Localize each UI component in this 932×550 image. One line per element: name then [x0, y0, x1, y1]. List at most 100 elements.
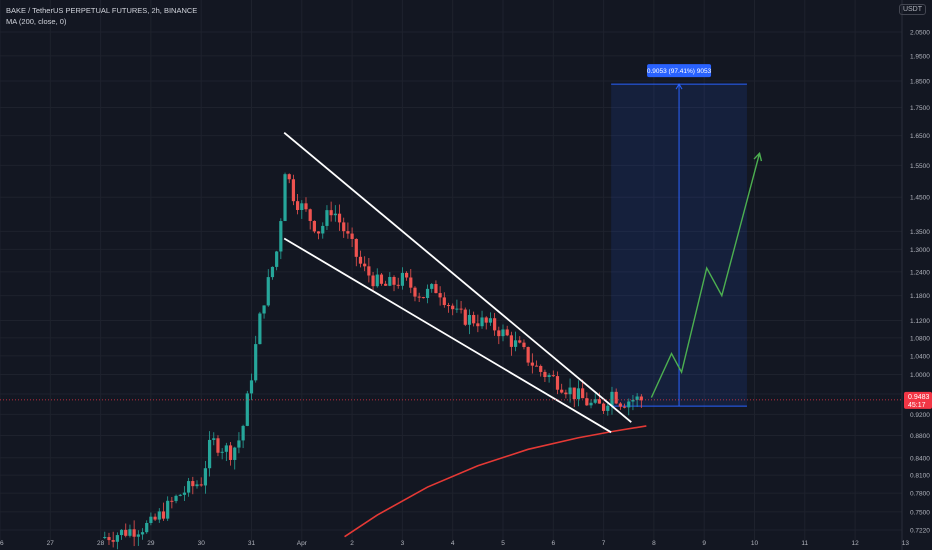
- date-tick-label: 12: [851, 540, 859, 547]
- date-tick-label: 8: [652, 540, 656, 547]
- candle: [367, 257, 371, 283]
- candle: [149, 512, 153, 526]
- falling-wedge-drawing[interactable]: [283, 132, 632, 434]
- date-tick-label: 26: [0, 540, 4, 547]
- candle: [358, 250, 363, 268]
- price-tick-label: 1.3500: [910, 229, 930, 236]
- candle: [124, 523, 128, 538]
- price-tick-label: 1.5500: [910, 163, 930, 170]
- candle: [388, 272, 392, 287]
- candle: [333, 205, 337, 222]
- candle: [543, 369, 547, 383]
- price-tick-label: 2.0500: [910, 30, 930, 37]
- candle: [509, 331, 513, 356]
- candle: [379, 272, 384, 286]
- projection-arrow-head: [753, 151, 763, 162]
- price-tick-label: 1.0400: [910, 353, 930, 360]
- candle: [375, 268, 379, 288]
- currency-badge[interactable]: USDT: [898, 4, 926, 15]
- candle: [614, 388, 618, 405]
- date-tick-label: 11: [801, 540, 808, 547]
- candle: [119, 529, 124, 540]
- candle: [413, 286, 417, 302]
- candle: [312, 220, 316, 234]
- candle: [325, 205, 329, 230]
- candle: [610, 386, 614, 415]
- candle: [446, 302, 451, 313]
- candle: [606, 403, 610, 416]
- candle: [233, 446, 237, 470]
- candle: [216, 435, 220, 457]
- candle: [484, 316, 488, 330]
- candle: [539, 364, 543, 377]
- price-tick-label: 0.8800: [910, 433, 930, 440]
- candle: [534, 360, 539, 367]
- candle: [384, 280, 388, 286]
- time-axis[interactable]: 26 27 28 29 30 31 Apr 2 3 4 5 6 7 8 9 10 11 12 13: [0, 540, 909, 547]
- candle: [622, 403, 627, 409]
- candle: [241, 424, 245, 449]
- wedge-upper-line[interactable]: [283, 132, 632, 423]
- candle: [275, 250, 279, 271]
- indicator-label[interactable]: MA (200, close, 0): [6, 17, 67, 26]
- candle: [166, 496, 170, 521]
- candle: [371, 271, 375, 291]
- ma-200-line: [344, 425, 647, 538]
- price-tick-label: 1.0800: [910, 335, 930, 342]
- candle: [497, 326, 501, 345]
- candle: [258, 311, 262, 345]
- candle: [245, 390, 249, 427]
- candle: [551, 370, 555, 377]
- candle: [283, 172, 287, 222]
- candle: [585, 392, 589, 406]
- candle: [564, 389, 568, 399]
- candle: [329, 201, 333, 222]
- projection-path[interactable]: [650, 151, 763, 398]
- measure-tool[interactable]: 0.9053 (97.41%) 9053: [611, 64, 747, 407]
- current-price-value: 0.9483: [908, 394, 930, 401]
- candle: [459, 301, 463, 314]
- date-tick-label: Apr: [297, 540, 308, 547]
- price-tick-label: 1.3000: [910, 247, 930, 254]
- candle: [254, 335, 258, 383]
- candle: [203, 460, 207, 494]
- price-tick-label: 0.8400: [910, 455, 930, 462]
- candle: [350, 227, 354, 247]
- price-tick-label: 0.7800: [910, 491, 930, 498]
- candle: [572, 387, 576, 408]
- candle: [392, 275, 396, 292]
- candle: [547, 373, 551, 383]
- candle: [451, 303, 455, 316]
- date-tick-label: 5: [501, 540, 505, 547]
- price-tick-label: 0.9200: [910, 412, 930, 419]
- bar-countdown: 45:17: [908, 402, 926, 409]
- candle: [488, 312, 493, 326]
- candle: [287, 173, 291, 184]
- candle: [132, 520, 136, 547]
- price-tick-label: 1.9500: [910, 53, 930, 60]
- wedge-lower-line[interactable]: [283, 237, 612, 434]
- price-axis[interactable]: 2.0500 1.9500 1.8500 1.7500 1.6500 1.5500 1.45…: [901, 0, 932, 550]
- candle: [438, 286, 442, 306]
- candle: [404, 271, 409, 281]
- candle: [501, 324, 505, 342]
- candle: [593, 393, 597, 405]
- candle: [442, 292, 446, 308]
- candle: [631, 394, 635, 411]
- candle: [266, 269, 270, 307]
- date-tick-label: 27: [47, 540, 55, 547]
- price-tick-label: 1.0000: [910, 372, 930, 379]
- symbol-title[interactable]: BAKE / TetherUS PERPETUAL FUTURES, 2h, B…: [6, 6, 198, 15]
- candle: [589, 399, 593, 409]
- candle: [522, 339, 526, 350]
- candle: [145, 520, 149, 534]
- candle: [434, 280, 438, 294]
- projection-line: [650, 153, 761, 398]
- candle: [493, 312, 497, 336]
- candle: [157, 508, 161, 523]
- candle: [316, 231, 321, 240]
- candle: [111, 531, 115, 548]
- candle: [161, 502, 166, 521]
- candle: [396, 277, 400, 289]
